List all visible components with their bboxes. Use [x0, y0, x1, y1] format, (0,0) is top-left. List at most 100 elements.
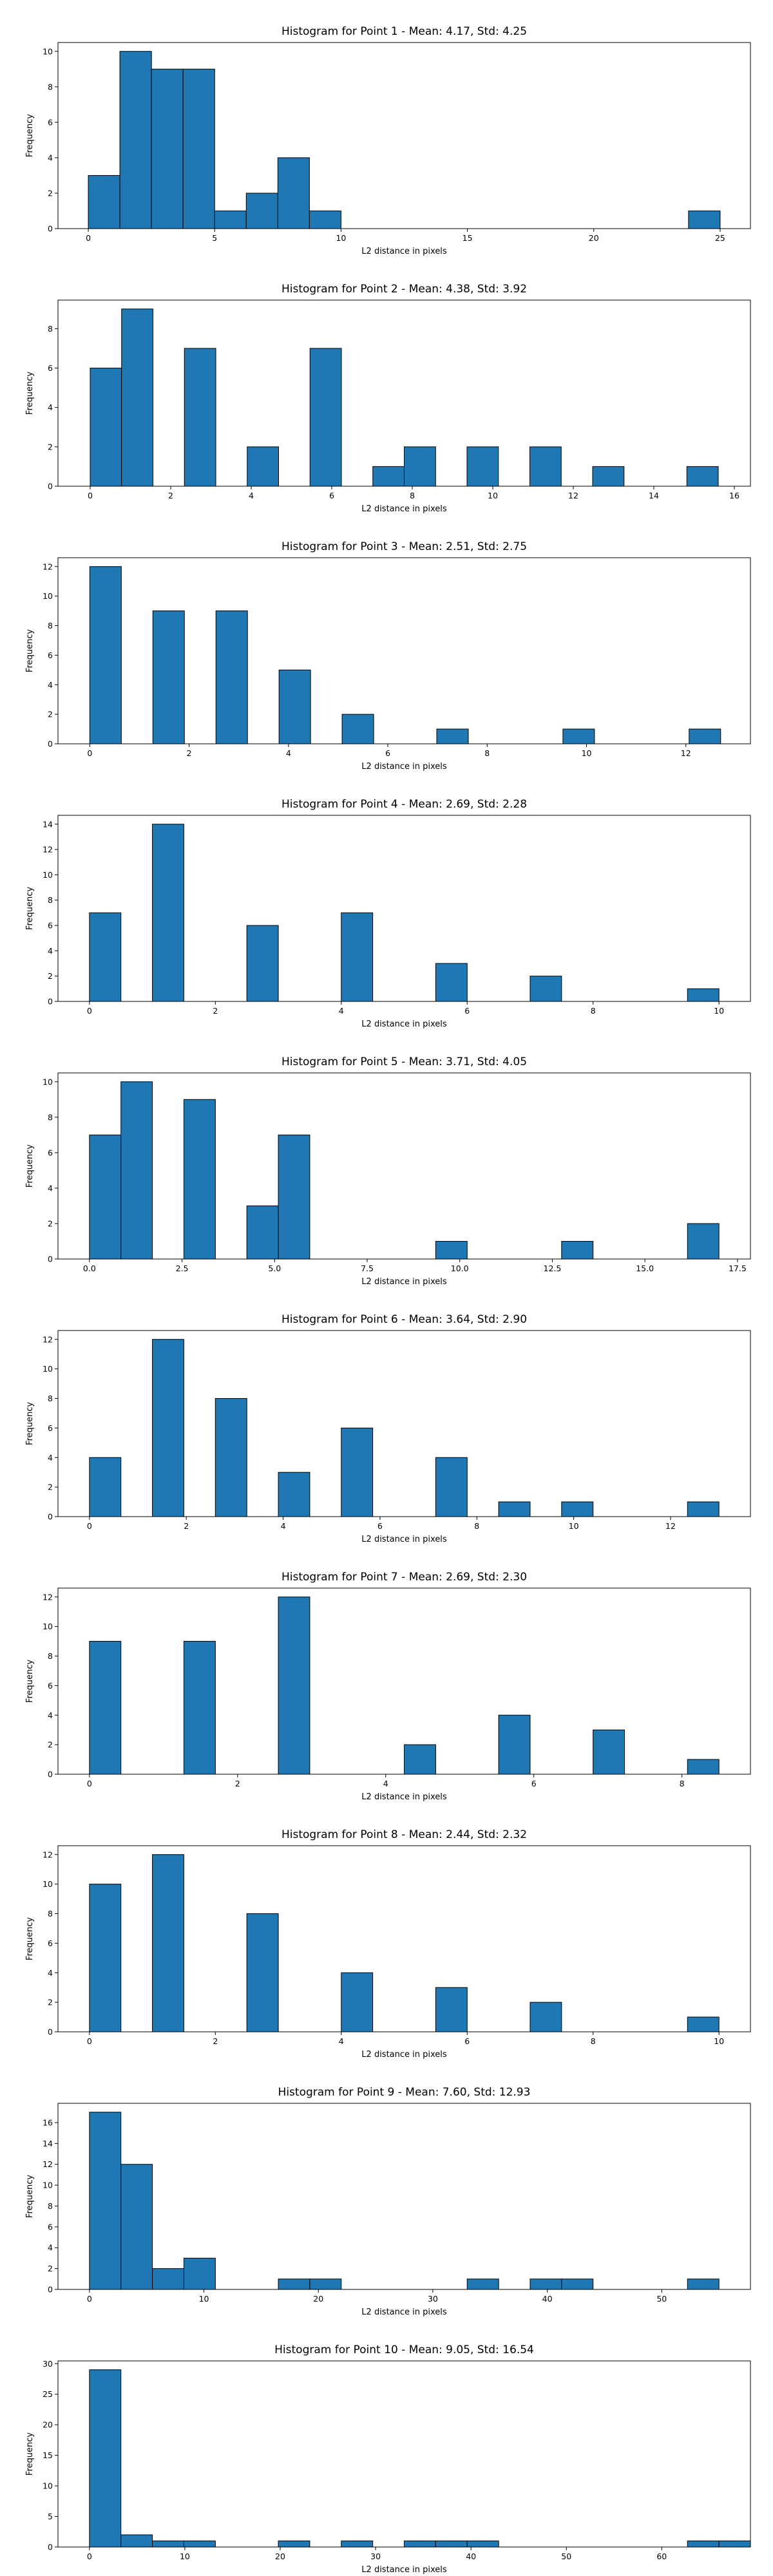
x-tick-label: 12 [681, 748, 691, 758]
y-tick-label: 8 [48, 1112, 53, 1122]
histogram-bar [593, 1729, 625, 1775]
histogram-bar [88, 175, 120, 229]
x-tick-label: 8 [680, 1779, 685, 1788]
histogram-bar [121, 308, 153, 487]
y-tick-label: 10 [43, 2181, 53, 2190]
histogram-bar [718, 2541, 751, 2548]
x-tick-label: 2 [168, 491, 173, 500]
x-tick-label: 6 [464, 2036, 470, 2046]
histogram-bar [498, 1501, 531, 1517]
x-tick-label: 60 [656, 2552, 667, 2561]
y-tick-label: 2 [48, 188, 53, 198]
histogram-panel-10: Histogram for Point 10 - Mean: 9.05, Std… [25, 2344, 751, 2575]
x-tick-label: 8 [474, 1521, 479, 1531]
plot-frame [57, 2103, 751, 2290]
y-tick-label: 12 [43, 1592, 53, 1602]
y-tick-label: 10 [43, 1364, 53, 1374]
y-tick-label: 6 [48, 363, 53, 373]
y-tick-label: 12 [43, 562, 53, 571]
y-tick-label: 0 [48, 2543, 53, 2552]
histogram-bar [89, 1457, 122, 1517]
y-tick-label: 10 [43, 1622, 53, 1631]
y-tick-label: 0 [48, 1770, 53, 1779]
x-tick-label: 4 [383, 1779, 388, 1788]
histogram-bar [404, 2541, 436, 2548]
histogram-panel-9: Histogram for Point 9 - Mean: 7.60, Std:… [25, 2086, 751, 2317]
histogram-bar [466, 446, 499, 487]
histogram-bar [687, 1223, 720, 1260]
y-tick-label: 8 [48, 2201, 53, 2211]
x-tick-label: 4 [281, 1521, 286, 1531]
histogram-bar [341, 912, 374, 1002]
histogram-bar [278, 1472, 310, 1517]
plot-frame [57, 815, 751, 1002]
y-tick-label: 8 [48, 1651, 53, 1661]
histogram-bar [309, 210, 341, 229]
y-tick-label: 6 [48, 650, 53, 660]
chart-title: Histogram for Point 7 - Mean: 2.69, Std:… [282, 1571, 527, 1584]
chart-title: Histogram for Point 4 - Mean: 2.69, Std:… [282, 798, 527, 811]
histogram-bar [341, 714, 374, 744]
histogram-panel-8: Histogram for Point 8 - Mean: 2.44, Std:… [25, 1828, 751, 2060]
y-tick-label: 2 [48, 2264, 53, 2273]
histogram-bar [530, 2002, 562, 2032]
histogram-bar [687, 2278, 720, 2290]
x-tick-label: 10.0 [451, 1264, 469, 1273]
histogram-bar [498, 1714, 531, 1775]
y-tick-label: 10 [43, 870, 53, 880]
x-tick-label: 0.0 [83, 1264, 96, 1273]
y-tick-label: 8 [48, 1909, 53, 1918]
x-axis-label: L2 distance in pixels [361, 1019, 447, 1029]
histogram-bar [215, 1398, 247, 1517]
histogram-bar [184, 348, 216, 487]
histogram-bar [341, 1427, 374, 1517]
y-tick-label: 0 [48, 224, 53, 234]
plot-frame [57, 299, 751, 487]
chart-title: Histogram for Point 1 - Mean: 4.17, Std:… [282, 25, 527, 38]
chart-title: Histogram for Point 2 - Mean: 4.38, Std:… [282, 283, 527, 296]
histogram-bar [435, 1457, 468, 1517]
y-tick-label: 4 [48, 1968, 53, 1978]
y-tick-label: 0 [48, 1255, 53, 1264]
x-tick-label: 2.5 [176, 1264, 189, 1273]
histogram-bar [278, 1596, 310, 1775]
x-tick-label: 6 [464, 1006, 470, 1016]
histogram-bar [183, 1099, 216, 1260]
y-tick-label: 10 [43, 2481, 53, 2491]
x-tick-label: 12 [665, 1521, 676, 1531]
y-tick-label: 6 [48, 1938, 53, 1948]
x-tick-label: 8 [591, 2036, 596, 2046]
y-tick-label: 8 [48, 621, 53, 630]
y-tick-label: 14 [43, 2139, 53, 2148]
y-tick-label: 12 [43, 845, 53, 855]
histogram-bar [562, 728, 595, 744]
histogram-bar [435, 2541, 468, 2548]
x-tick-label: 7.5 [361, 1264, 374, 1273]
chart-title: Histogram for Point 5 - Mean: 3.71, Std:… [282, 1056, 527, 1068]
histogram-panel-7: Histogram for Point 7 - Mean: 2.69, Std:… [25, 1571, 751, 1802]
plot-frame [57, 1587, 751, 1775]
histogram-bar [530, 446, 562, 487]
chart-title: Histogram for Point 3 - Mean: 2.51, Std:… [282, 540, 527, 553]
x-tick-label: 5 [212, 233, 217, 243]
histogram-bar [278, 2278, 310, 2290]
x-axis-label: L2 distance in pixels [361, 762, 447, 772]
y-tick-label: 6 [48, 921, 53, 931]
x-tick-label: 17.5 [729, 1264, 747, 1273]
histogram-bar [561, 1501, 594, 1517]
y-tick-label: 10 [43, 1077, 53, 1086]
histogram-bar [89, 1641, 122, 1775]
y-tick-label: 20 [43, 2420, 53, 2430]
y-tick-label: 15 [43, 2450, 53, 2460]
x-axis-label: L2 distance in pixels [361, 2050, 447, 2060]
histogram-bar [687, 988, 720, 1002]
y-tick-label: 8 [48, 1394, 53, 1403]
y-axis-label: Frequency [25, 372, 35, 415]
y-tick-label: 4 [48, 1183, 53, 1193]
y-axis-label: Frequency [25, 2175, 35, 2218]
x-tick-label: 2 [213, 1006, 218, 1016]
histogram-bar [435, 1987, 468, 2032]
x-tick-label: 0 [87, 1006, 92, 1016]
histogram-bar [309, 2278, 342, 2290]
x-tick-label: 6 [531, 1779, 537, 1788]
